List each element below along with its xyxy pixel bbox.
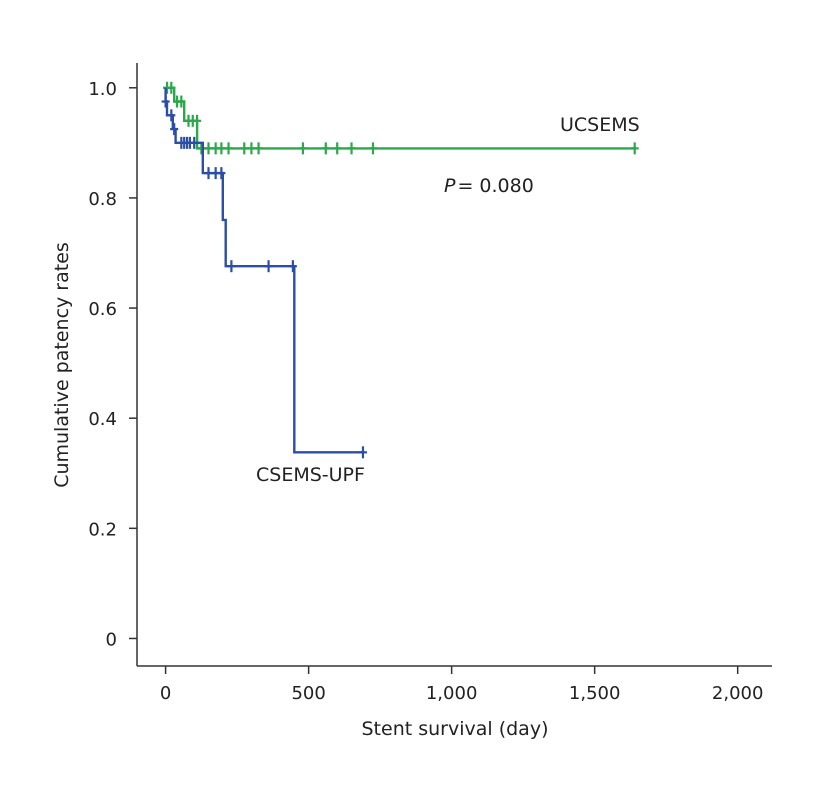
y-tick-label: 0.4 bbox=[88, 409, 117, 430]
axes bbox=[136, 63, 772, 667]
x-tick-label: 2,000 bbox=[712, 683, 764, 704]
p-value-annotation: P = 0.080 bbox=[444, 175, 534, 197]
y-tick-label: 0.8 bbox=[88, 189, 117, 210]
csems-upf-label: CSEMS-UPF bbox=[256, 464, 365, 486]
series-layer bbox=[161, 81, 639, 459]
csems-upf-step-line bbox=[164, 87, 363, 454]
p-value: = 0.080 bbox=[457, 175, 533, 197]
y-tick-label: 0.6 bbox=[88, 299, 117, 320]
y-tick-label: 1.0 bbox=[88, 79, 117, 100]
y-ticks: 0 0.2 0.4 0.6 0.8 1.0 bbox=[88, 79, 137, 650]
y-tick-label: 0.2 bbox=[88, 519, 117, 540]
series-csems-upf bbox=[161, 87, 367, 459]
x-axis-title: Stent survival (day) bbox=[362, 718, 549, 740]
p-symbol: P bbox=[444, 175, 456, 197]
y-tick-label: 0 bbox=[106, 629, 117, 650]
x-tick-label: 0 bbox=[160, 683, 171, 704]
x-tick-label: 1,500 bbox=[569, 683, 621, 704]
ucsems-label: UCSEMS bbox=[560, 114, 640, 136]
x-tick-label: 500 bbox=[291, 683, 325, 704]
x-tick-label: 1,000 bbox=[426, 683, 478, 704]
y-axis-title: Cumulative patency rates bbox=[51, 242, 73, 488]
x-ticks: 0 500 1,000 1,500 2,000 bbox=[160, 666, 764, 704]
